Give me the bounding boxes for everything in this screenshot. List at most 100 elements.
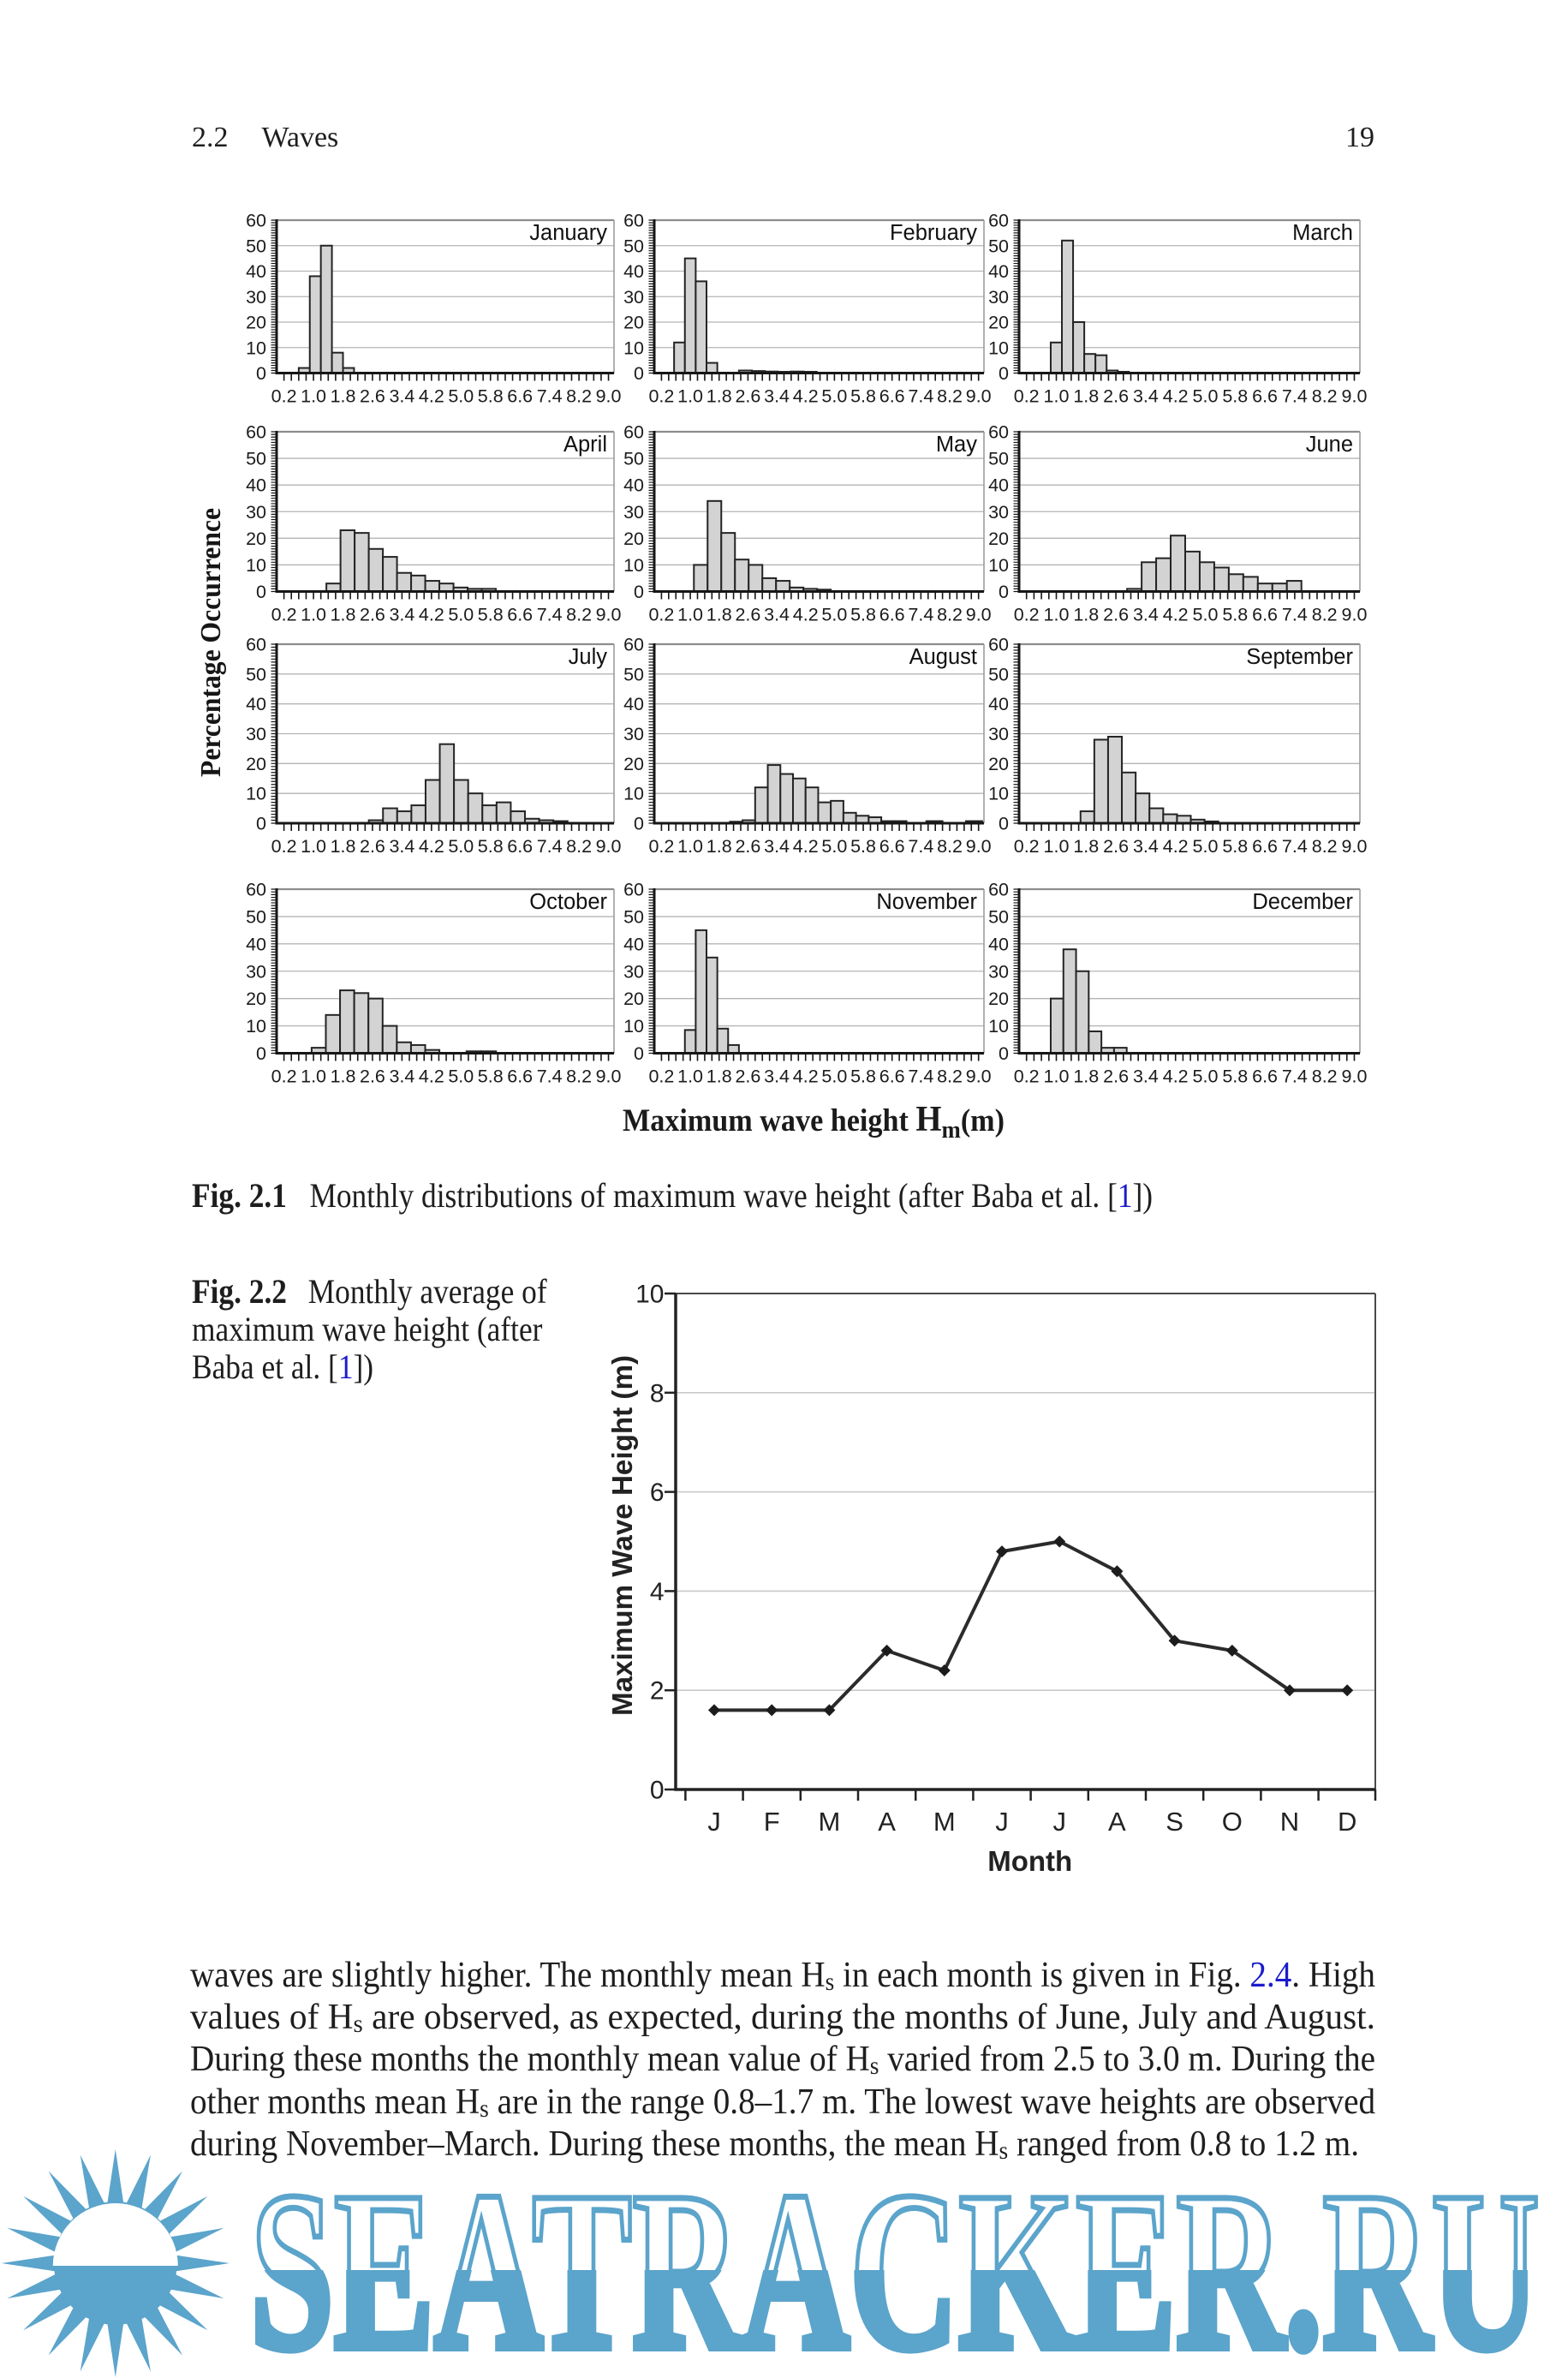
svg-text:6.6: 6.6 bbox=[507, 386, 533, 407]
svg-text:1.0: 1.0 bbox=[677, 1067, 703, 1087]
svg-text:O: O bbox=[1222, 1807, 1243, 1837]
svg-text:5.0: 5.0 bbox=[821, 1067, 847, 1087]
svg-text:6.6: 6.6 bbox=[879, 836, 905, 857]
svg-text:9.0: 9.0 bbox=[1342, 386, 1368, 407]
svg-text:5.0: 5.0 bbox=[821, 605, 847, 625]
svg-text:40: 40 bbox=[246, 475, 266, 496]
svg-text:8.2: 8.2 bbox=[1312, 836, 1338, 857]
svg-text:Maximum Wave Height (m): Maximum Wave Height (m) bbox=[606, 1355, 638, 1716]
svg-text:7.4: 7.4 bbox=[537, 836, 563, 857]
svg-text:1.8: 1.8 bbox=[706, 836, 732, 857]
svg-text:5.8: 5.8 bbox=[850, 836, 876, 857]
svg-text:50: 50 bbox=[246, 906, 266, 927]
svg-text:6.6: 6.6 bbox=[507, 1067, 533, 1087]
svg-text:1.0: 1.0 bbox=[1044, 386, 1070, 407]
svg-text:9.0: 9.0 bbox=[1342, 836, 1368, 857]
svg-text:2.6: 2.6 bbox=[1103, 1067, 1129, 1087]
svg-text:1.8: 1.8 bbox=[1073, 386, 1099, 407]
svg-text:0.2: 0.2 bbox=[648, 836, 674, 857]
svg-text:7.4: 7.4 bbox=[537, 605, 563, 625]
svg-text:10: 10 bbox=[246, 1016, 266, 1037]
svg-text:S: S bbox=[1166, 1807, 1183, 1837]
svg-text:0.2: 0.2 bbox=[271, 386, 297, 407]
svg-text:9.0: 9.0 bbox=[1342, 1067, 1368, 1087]
svg-text:Month: Month bbox=[987, 1845, 1072, 1877]
svg-text:60: 60 bbox=[246, 422, 266, 443]
svg-text:9.0: 9.0 bbox=[596, 836, 622, 857]
svg-text:5.0: 5.0 bbox=[448, 605, 474, 625]
svg-text:5.8: 5.8 bbox=[478, 1067, 504, 1087]
svg-text:60: 60 bbox=[623, 211, 644, 231]
svg-text:50: 50 bbox=[623, 664, 644, 684]
svg-text:50: 50 bbox=[246, 236, 266, 256]
svg-text:8.2: 8.2 bbox=[937, 386, 963, 407]
svg-text:9.0: 9.0 bbox=[596, 605, 622, 625]
svg-text:0: 0 bbox=[999, 1043, 1009, 1064]
svg-text:4.2: 4.2 bbox=[793, 836, 819, 857]
svg-text:8.2: 8.2 bbox=[1312, 605, 1338, 625]
svg-text:20: 20 bbox=[623, 754, 644, 774]
svg-text:5.0: 5.0 bbox=[1193, 605, 1219, 625]
svg-text:5.8: 5.8 bbox=[478, 605, 504, 625]
svg-text:6.6: 6.6 bbox=[1252, 386, 1278, 407]
svg-text:5.0: 5.0 bbox=[1193, 386, 1219, 407]
svg-text:0: 0 bbox=[256, 814, 266, 834]
svg-text:1.8: 1.8 bbox=[1073, 836, 1099, 857]
svg-text:8.2: 8.2 bbox=[937, 1067, 963, 1087]
svg-text:SEATRACKER.RU: SEATRACKER.RU bbox=[250, 2144, 1540, 2378]
svg-text:40: 40 bbox=[988, 934, 1009, 954]
svg-text:1.8: 1.8 bbox=[331, 386, 356, 407]
svg-text:1.0: 1.0 bbox=[1044, 836, 1070, 857]
svg-text:9.0: 9.0 bbox=[966, 1067, 992, 1087]
svg-text:50: 50 bbox=[623, 449, 644, 469]
svg-text:60: 60 bbox=[988, 635, 1009, 655]
svg-text:50: 50 bbox=[246, 664, 266, 684]
svg-text:7.4: 7.4 bbox=[908, 605, 933, 625]
svg-text:0.2: 0.2 bbox=[648, 386, 674, 407]
svg-text:9.0: 9.0 bbox=[966, 605, 992, 625]
svg-text:0.2: 0.2 bbox=[1014, 386, 1040, 407]
svg-text:30: 30 bbox=[988, 287, 1009, 308]
svg-text:2.6: 2.6 bbox=[360, 836, 385, 857]
svg-text:4.2: 4.2 bbox=[1163, 836, 1189, 857]
svg-text:0.2: 0.2 bbox=[271, 1067, 297, 1087]
svg-text:7.4: 7.4 bbox=[908, 1067, 933, 1087]
svg-text:May: May bbox=[936, 433, 977, 457]
svg-text:1.8: 1.8 bbox=[706, 386, 732, 407]
svg-text:10: 10 bbox=[246, 338, 266, 358]
svg-text:0.2: 0.2 bbox=[1014, 836, 1040, 857]
svg-text:8: 8 bbox=[650, 1379, 665, 1407]
svg-text:3.4: 3.4 bbox=[389, 386, 414, 407]
svg-text:10: 10 bbox=[246, 555, 266, 576]
svg-text:4.2: 4.2 bbox=[1163, 1067, 1189, 1087]
svg-text:0: 0 bbox=[999, 814, 1009, 834]
svg-text:September: September bbox=[1246, 645, 1353, 669]
svg-text:50: 50 bbox=[246, 449, 266, 469]
svg-text:5.8: 5.8 bbox=[1222, 386, 1248, 407]
svg-text:5.8: 5.8 bbox=[478, 386, 504, 407]
svg-text:3.4: 3.4 bbox=[389, 836, 414, 857]
svg-text:D: D bbox=[1338, 1807, 1356, 1837]
svg-text:60: 60 bbox=[988, 422, 1009, 443]
svg-text:0: 0 bbox=[999, 582, 1009, 602]
svg-text:1.8: 1.8 bbox=[331, 1067, 356, 1087]
svg-text:50: 50 bbox=[623, 236, 644, 256]
svg-text:November: November bbox=[876, 890, 977, 914]
svg-text:5.8: 5.8 bbox=[850, 386, 876, 407]
svg-text:40: 40 bbox=[246, 934, 266, 954]
svg-text:8.2: 8.2 bbox=[1312, 1067, 1338, 1087]
svg-text:Percentage Occurrence: Percentage Occurrence bbox=[195, 508, 227, 777]
svg-text:10: 10 bbox=[246, 784, 266, 804]
svg-text:8.2: 8.2 bbox=[566, 605, 592, 625]
svg-text:8.2: 8.2 bbox=[1312, 386, 1338, 407]
svg-text:February: February bbox=[890, 221, 977, 245]
svg-text:1.8: 1.8 bbox=[331, 836, 356, 857]
svg-text:2.6: 2.6 bbox=[1103, 605, 1129, 625]
svg-text:10: 10 bbox=[623, 1016, 644, 1037]
svg-text:50: 50 bbox=[988, 906, 1009, 927]
svg-text:50: 50 bbox=[988, 236, 1009, 256]
svg-text:7.4: 7.4 bbox=[537, 386, 563, 407]
svg-text:5.8: 5.8 bbox=[850, 605, 876, 625]
svg-text:8.2: 8.2 bbox=[566, 386, 592, 407]
svg-text:5.0: 5.0 bbox=[448, 836, 474, 857]
